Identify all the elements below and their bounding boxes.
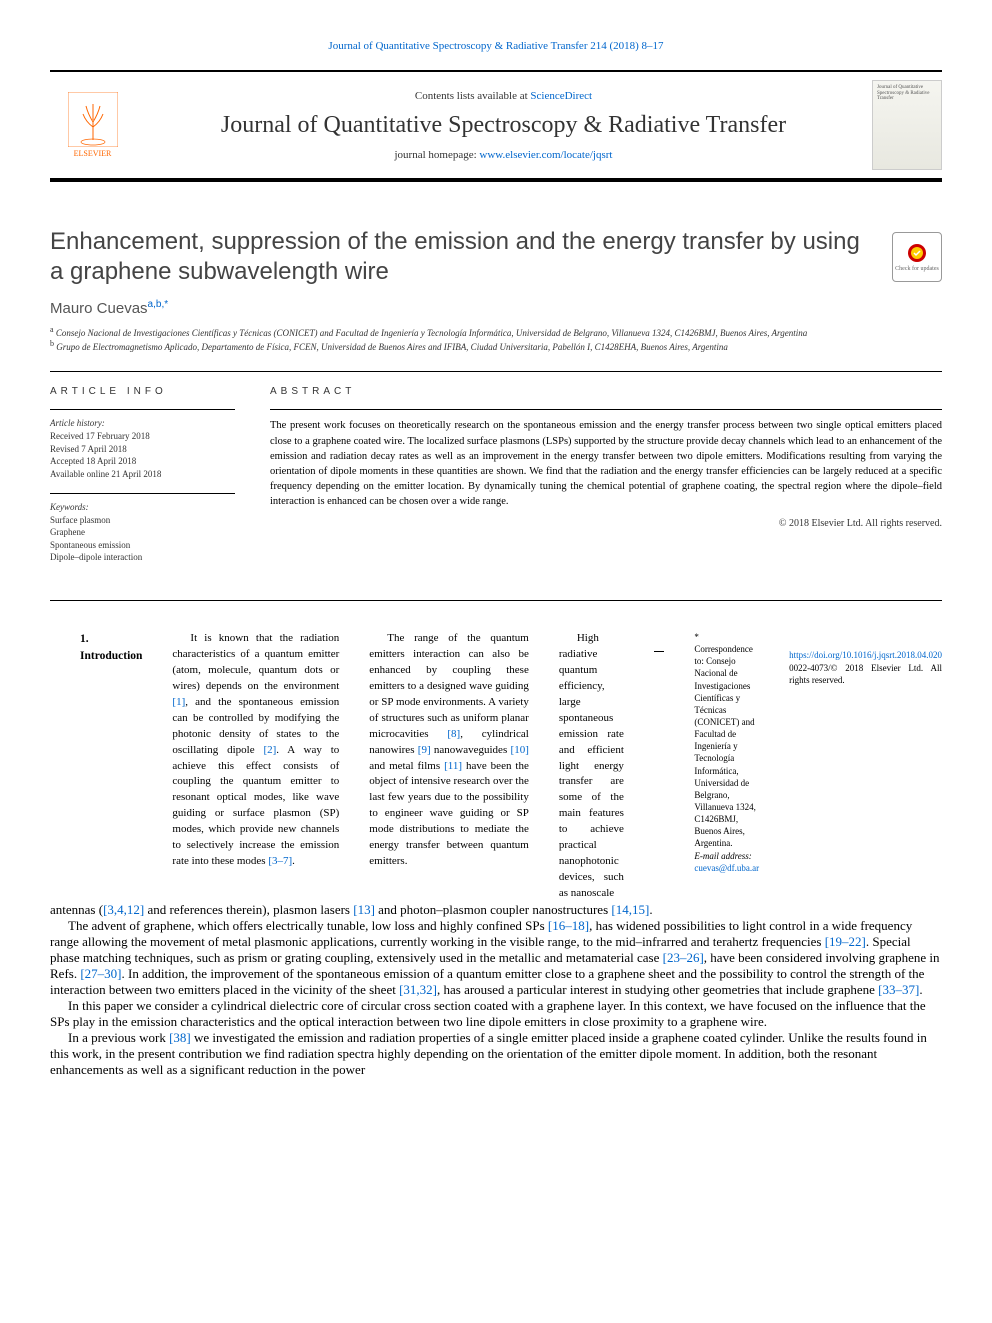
elsevier-tree-icon [68,92,118,147]
section-rule [50,600,942,601]
citation-link[interactable]: [16–18] [548,918,589,933]
history-line: Available online 21 April 2018 [50,468,235,481]
issn-copyright: 0022-4073/© 2018 Elsevier Ltd. All right… [789,662,942,687]
author-affil-marks[interactable]: a,b,* [148,299,169,310]
citation-link[interactable]: [8] [447,728,460,740]
abstract-text: The present work focuses on theoreticall… [270,409,942,509]
article-history-block: Article history: Received 17 February 20… [50,409,235,480]
citation-link[interactable]: [10] [511,744,529,756]
journal-name: Journal of Quantitative Spectroscopy & R… [145,112,862,139]
publisher-logo: ELSEVIER [50,83,135,168]
citation-link[interactable]: [2] [263,744,276,756]
history-line: Received 17 February 2018 [50,430,235,443]
keywords-block: Keywords: Surface plasmon Graphene Spont… [50,493,235,564]
keyword: Spontaneous emission [50,539,235,552]
affiliation-b: Grupo de Electromagnetismo Aplicado, Dep… [56,342,728,352]
bottom-meta: https://doi.org/10.1016/j.jqsrt.2018.04.… [789,649,942,902]
author-list: Mauro Cuevasa,b,* [50,299,942,317]
check-updates-badge[interactable]: Check for updates [892,232,942,282]
abstract-heading: ABSTRACT [270,386,942,397]
footnote-rule [654,651,665,896]
abstract-copyright: © 2018 Elsevier Ltd. All rights reserved… [270,518,942,529]
paragraph: In this paper we consider a cylindrical … [50,998,942,1030]
citation-link[interactable]: [13] [353,902,375,917]
article-info-heading: ARTICLE INFO [50,386,235,397]
journal-masthead: ELSEVIER Contents lists available at Sci… [50,70,942,182]
citation-link[interactable]: [9] [418,744,431,756]
right-column: antennas ([3,4,12] and references therei… [50,902,942,1078]
history-line: Revised 7 April 2018 [50,443,235,456]
citation-link[interactable]: [31,32] [399,982,437,997]
contents-line: Contents lists available at ScienceDirec… [145,90,862,102]
publisher-name: ELSEVIER [74,149,112,158]
citation-link[interactable]: [11] [444,760,462,772]
keywords-label: Keywords: [50,502,235,512]
citation-link[interactable]: [27–30] [80,966,121,981]
citation-link[interactable]: [33–37] [878,982,919,997]
top-citation[interactable]: Journal of Quantitative Spectroscopy & R… [50,40,942,52]
citation-link[interactable]: [38] [169,1030,191,1045]
citation-link[interactable]: [3–7] [268,855,292,867]
article-header: Check for updates Enhancement, suppressi… [50,227,942,353]
history-label: Article history: [50,418,235,428]
masthead-center: Contents lists available at ScienceDirec… [135,90,872,161]
journal-homepage-link[interactable]: www.elsevier.com/locate/jqsrt [479,149,612,161]
citation-link[interactable]: [14,15] [611,902,649,917]
article-title: Enhancement, suppression of the emission… [50,227,942,287]
info-abstract-row: ARTICLE INFO Article history: Received 1… [50,371,942,590]
correspondence-footnote: * Correspondence to: Consejo Nacional de… [694,631,759,902]
paragraph: The advent of graphene, which offers ele… [50,918,942,998]
paragraph: In a previous work [38] we investigated … [50,1030,942,1078]
affiliations: a Consejo Nacional de Investigaciones Ci… [50,325,942,353]
section-heading: 1. Introduction [80,631,142,890]
doi-link[interactable]: https://doi.org/10.1016/j.jqsrt.2018.04.… [789,650,942,660]
body-columns: 1. Introduction It is known that the rad… [50,631,942,902]
citation-link[interactable]: [3,4,12] [103,902,144,917]
paragraph: It is known that the radiation character… [172,631,339,902]
citation-link[interactable]: [23–26] [663,950,704,965]
journal-cover-thumbnail: Journal of Quantitative Spectroscopy & R… [872,80,942,170]
keyword: Surface plasmon [50,514,235,527]
paragraph: High radiative quantum efficiency, large… [559,631,624,902]
author-name: Mauro Cuevas [50,300,148,317]
article-info-panel: ARTICLE INFO Article history: Received 1… [50,372,250,590]
keyword: Dipole–dipole interaction [50,551,235,564]
citation-link[interactable]: [1] [172,696,185,708]
author-email-link[interactable]: cuevas@df.uba.ar [694,863,759,873]
homepage-line: journal homepage: www.elsevier.com/locat… [145,149,862,161]
keyword: Graphene [50,526,235,539]
history-line: Accepted 18 April 2018 [50,455,235,468]
paragraph: The range of the quantum emitters intera… [369,631,529,902]
check-updates-icon [906,242,928,264]
sciencedirect-link[interactable]: ScienceDirect [530,90,592,102]
affiliation-a: Consejo Nacional de Investigaciones Cien… [56,328,807,338]
abstract-panel: ABSTRACT The present work focuses on the… [250,372,942,590]
email-label: E-mail address: [694,851,751,861]
paragraph: antennas ([3,4,12] and references therei… [50,902,942,918]
citation-link[interactable]: [19–22] [825,934,866,949]
